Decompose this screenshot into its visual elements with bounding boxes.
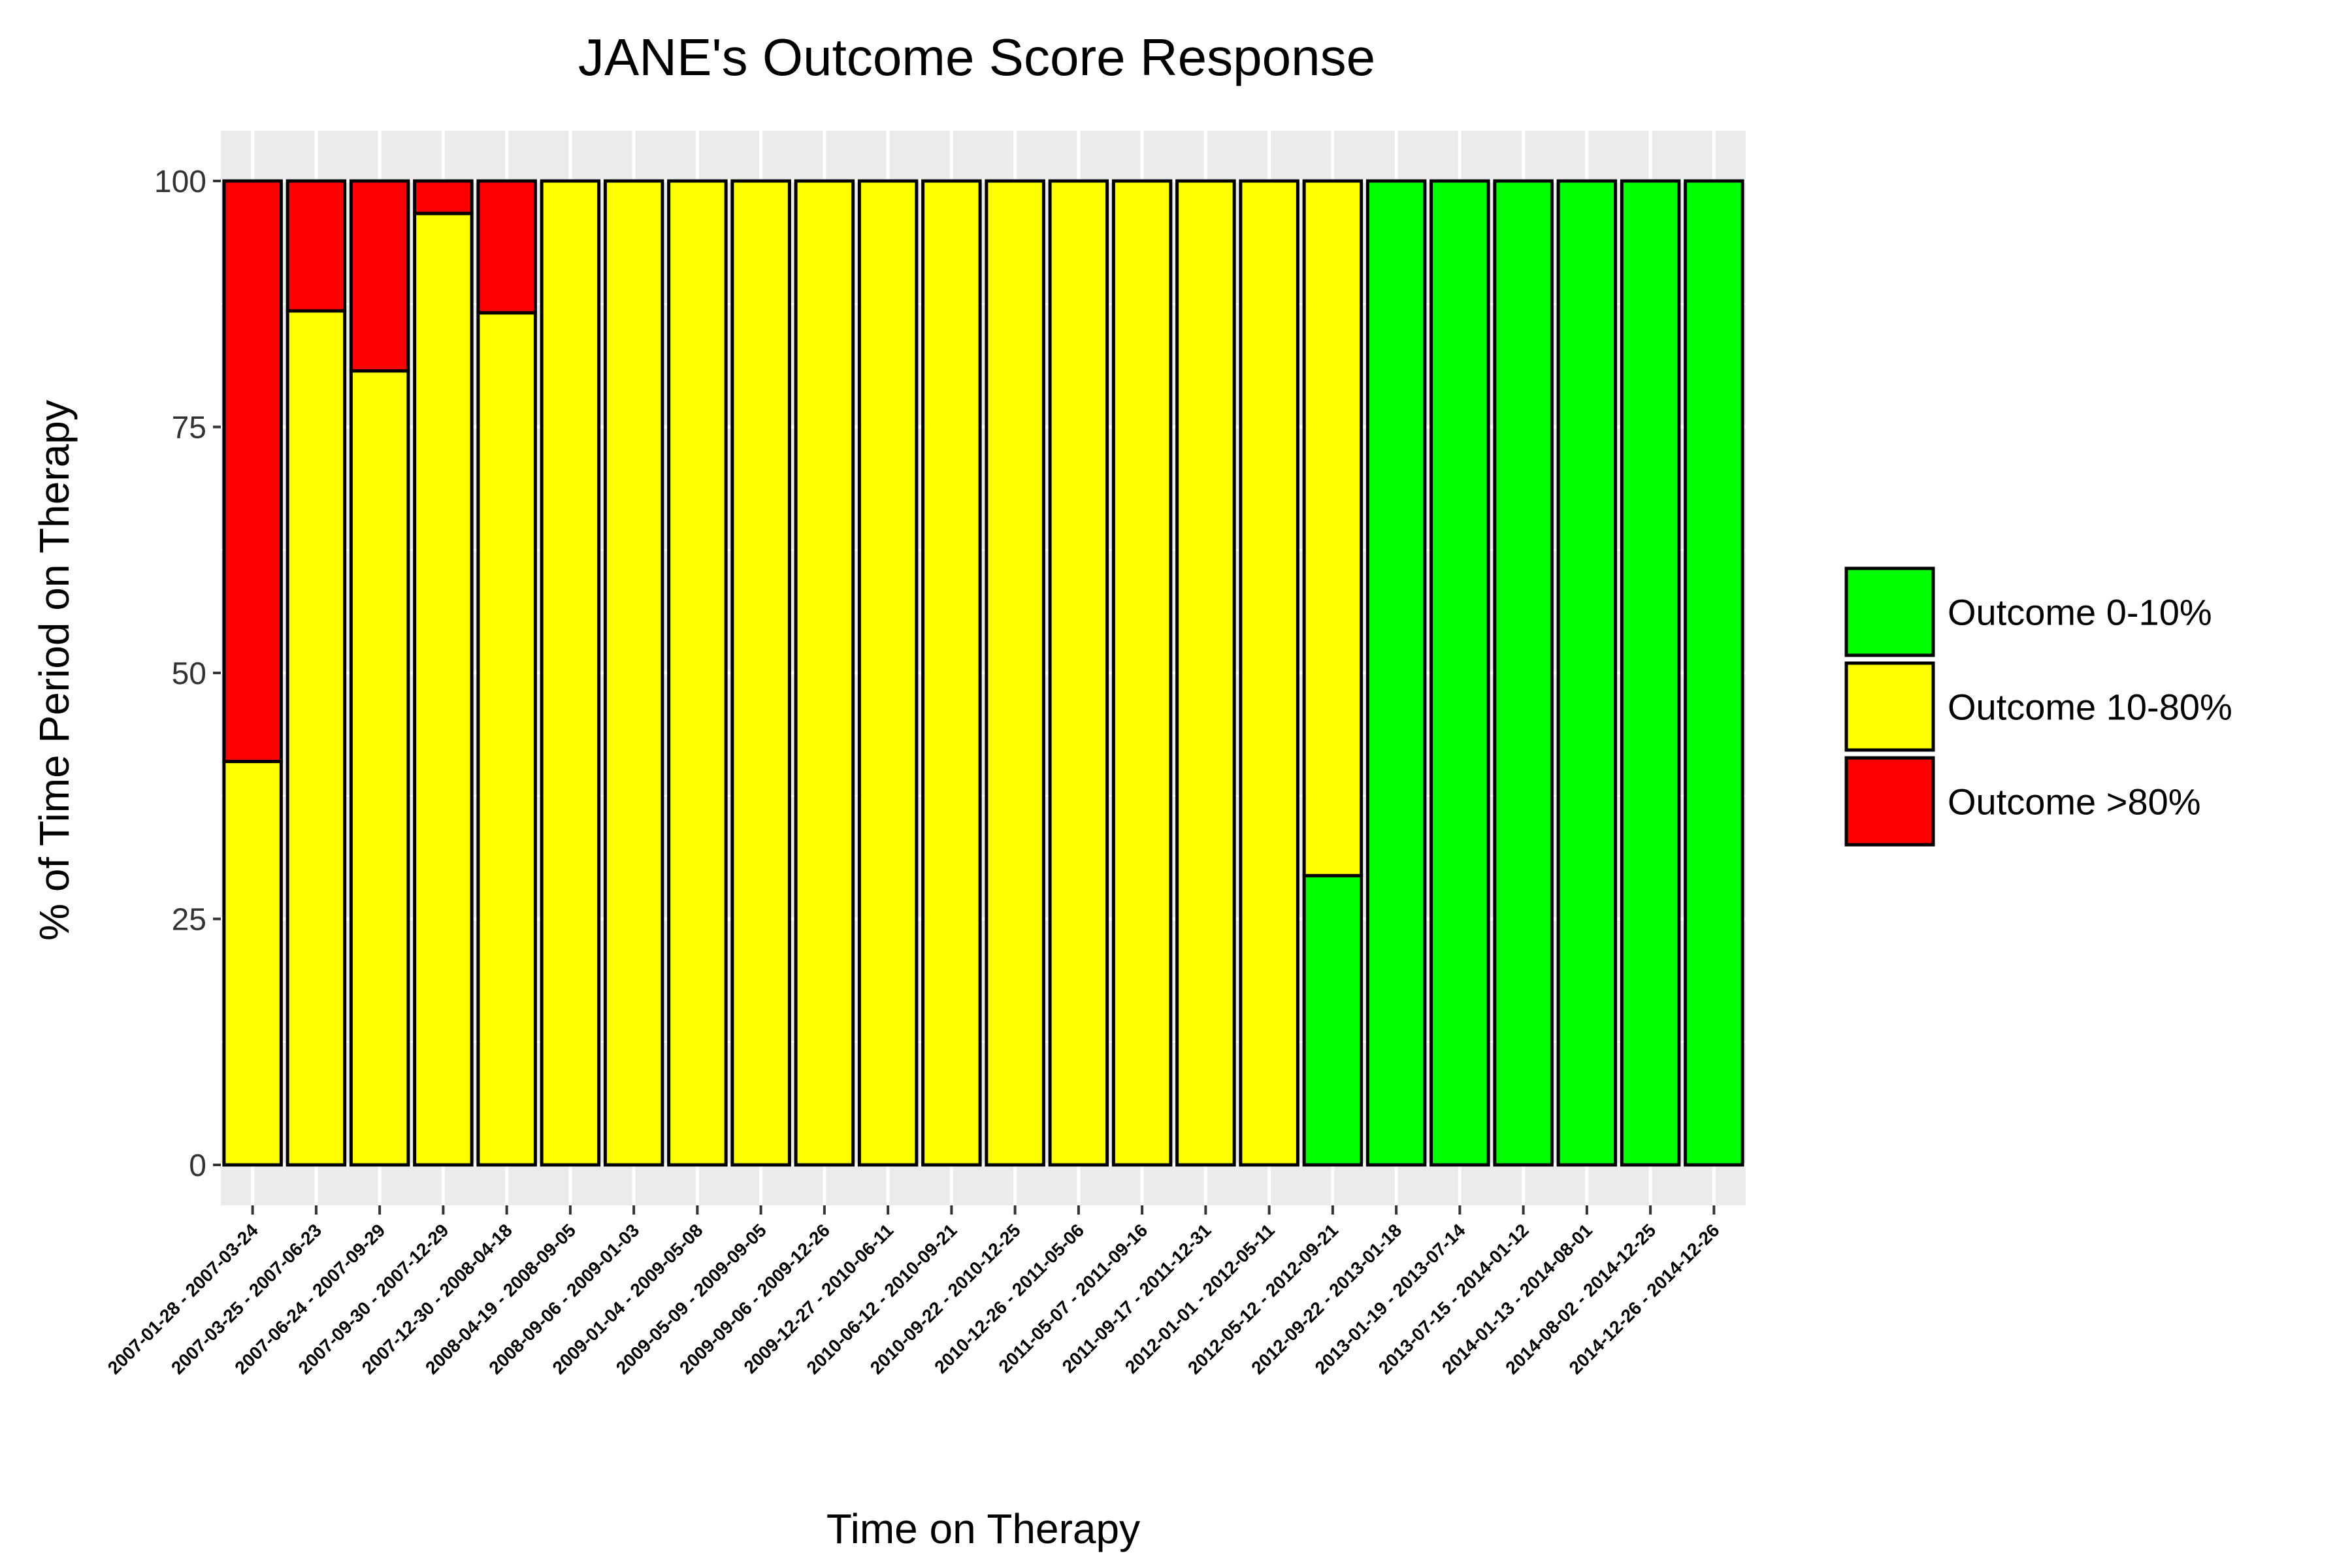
bar-segment bbox=[921, 179, 982, 1167]
bar-segment bbox=[349, 369, 410, 1167]
legend-label: Outcome 0-10% bbox=[1948, 592, 2212, 633]
bar-segment bbox=[540, 179, 601, 1167]
plot-panel bbox=[221, 131, 1746, 1205]
legend-label: Outcome >80% bbox=[1948, 781, 2201, 823]
y-tick-label: 75 bbox=[172, 411, 206, 446]
chart-title: JANE's Outcome Score Response bbox=[578, 28, 1375, 86]
bar-segment bbox=[286, 179, 347, 313]
y-axis-title: % of Time Period on Therapy bbox=[31, 400, 78, 941]
bar-segment bbox=[222, 179, 283, 764]
bar-segment bbox=[1111, 179, 1173, 1167]
bar-segment bbox=[476, 311, 537, 1167]
bar-segment bbox=[476, 179, 537, 315]
bar-segment bbox=[1302, 179, 1364, 877]
bar-segment bbox=[1620, 179, 1681, 1167]
legend: Outcome 0-10% Outcome 10-80% Outcome >80% bbox=[1844, 566, 2232, 847]
bar-segment bbox=[857, 179, 919, 1167]
bar-segment bbox=[349, 179, 410, 373]
bars bbox=[222, 179, 1744, 1167]
bar-segment bbox=[667, 179, 728, 1167]
x-axis-title: Time on Therapy bbox=[826, 1505, 1140, 1552]
y-axis: 0 25 50 75 100 bbox=[154, 165, 221, 1183]
bar-segment bbox=[1429, 179, 1490, 1167]
bar-segment bbox=[794, 179, 855, 1167]
y-tick-label: 100 bbox=[154, 165, 206, 199]
y-tick-label: 50 bbox=[172, 657, 206, 691]
bar-segment bbox=[1684, 179, 1744, 1167]
legend-key bbox=[1844, 756, 1935, 847]
bar-segment bbox=[603, 179, 664, 1167]
legend-key bbox=[1844, 566, 1935, 657]
legend-label: Outcome 10-80% bbox=[1948, 687, 2232, 728]
bar-segment bbox=[222, 760, 283, 1167]
bar-segment bbox=[1556, 179, 1618, 1167]
bar-segment bbox=[1048, 179, 1109, 1167]
bar-segment bbox=[1175, 179, 1236, 1167]
bar-segment bbox=[1302, 874, 1364, 1167]
bar-segment bbox=[286, 309, 347, 1167]
bar-segment bbox=[730, 179, 791, 1167]
bar-segment bbox=[413, 179, 474, 216]
bar-segment bbox=[1365, 179, 1427, 1167]
y-tick-label: 25 bbox=[172, 903, 206, 938]
bar-segment bbox=[413, 212, 474, 1167]
y-tick-label: 0 bbox=[189, 1149, 206, 1183]
legend-key bbox=[1844, 661, 1935, 752]
bar-segment bbox=[1239, 179, 1299, 1167]
bar-segment bbox=[1493, 179, 1554, 1167]
bar-segment bbox=[985, 179, 1045, 1167]
